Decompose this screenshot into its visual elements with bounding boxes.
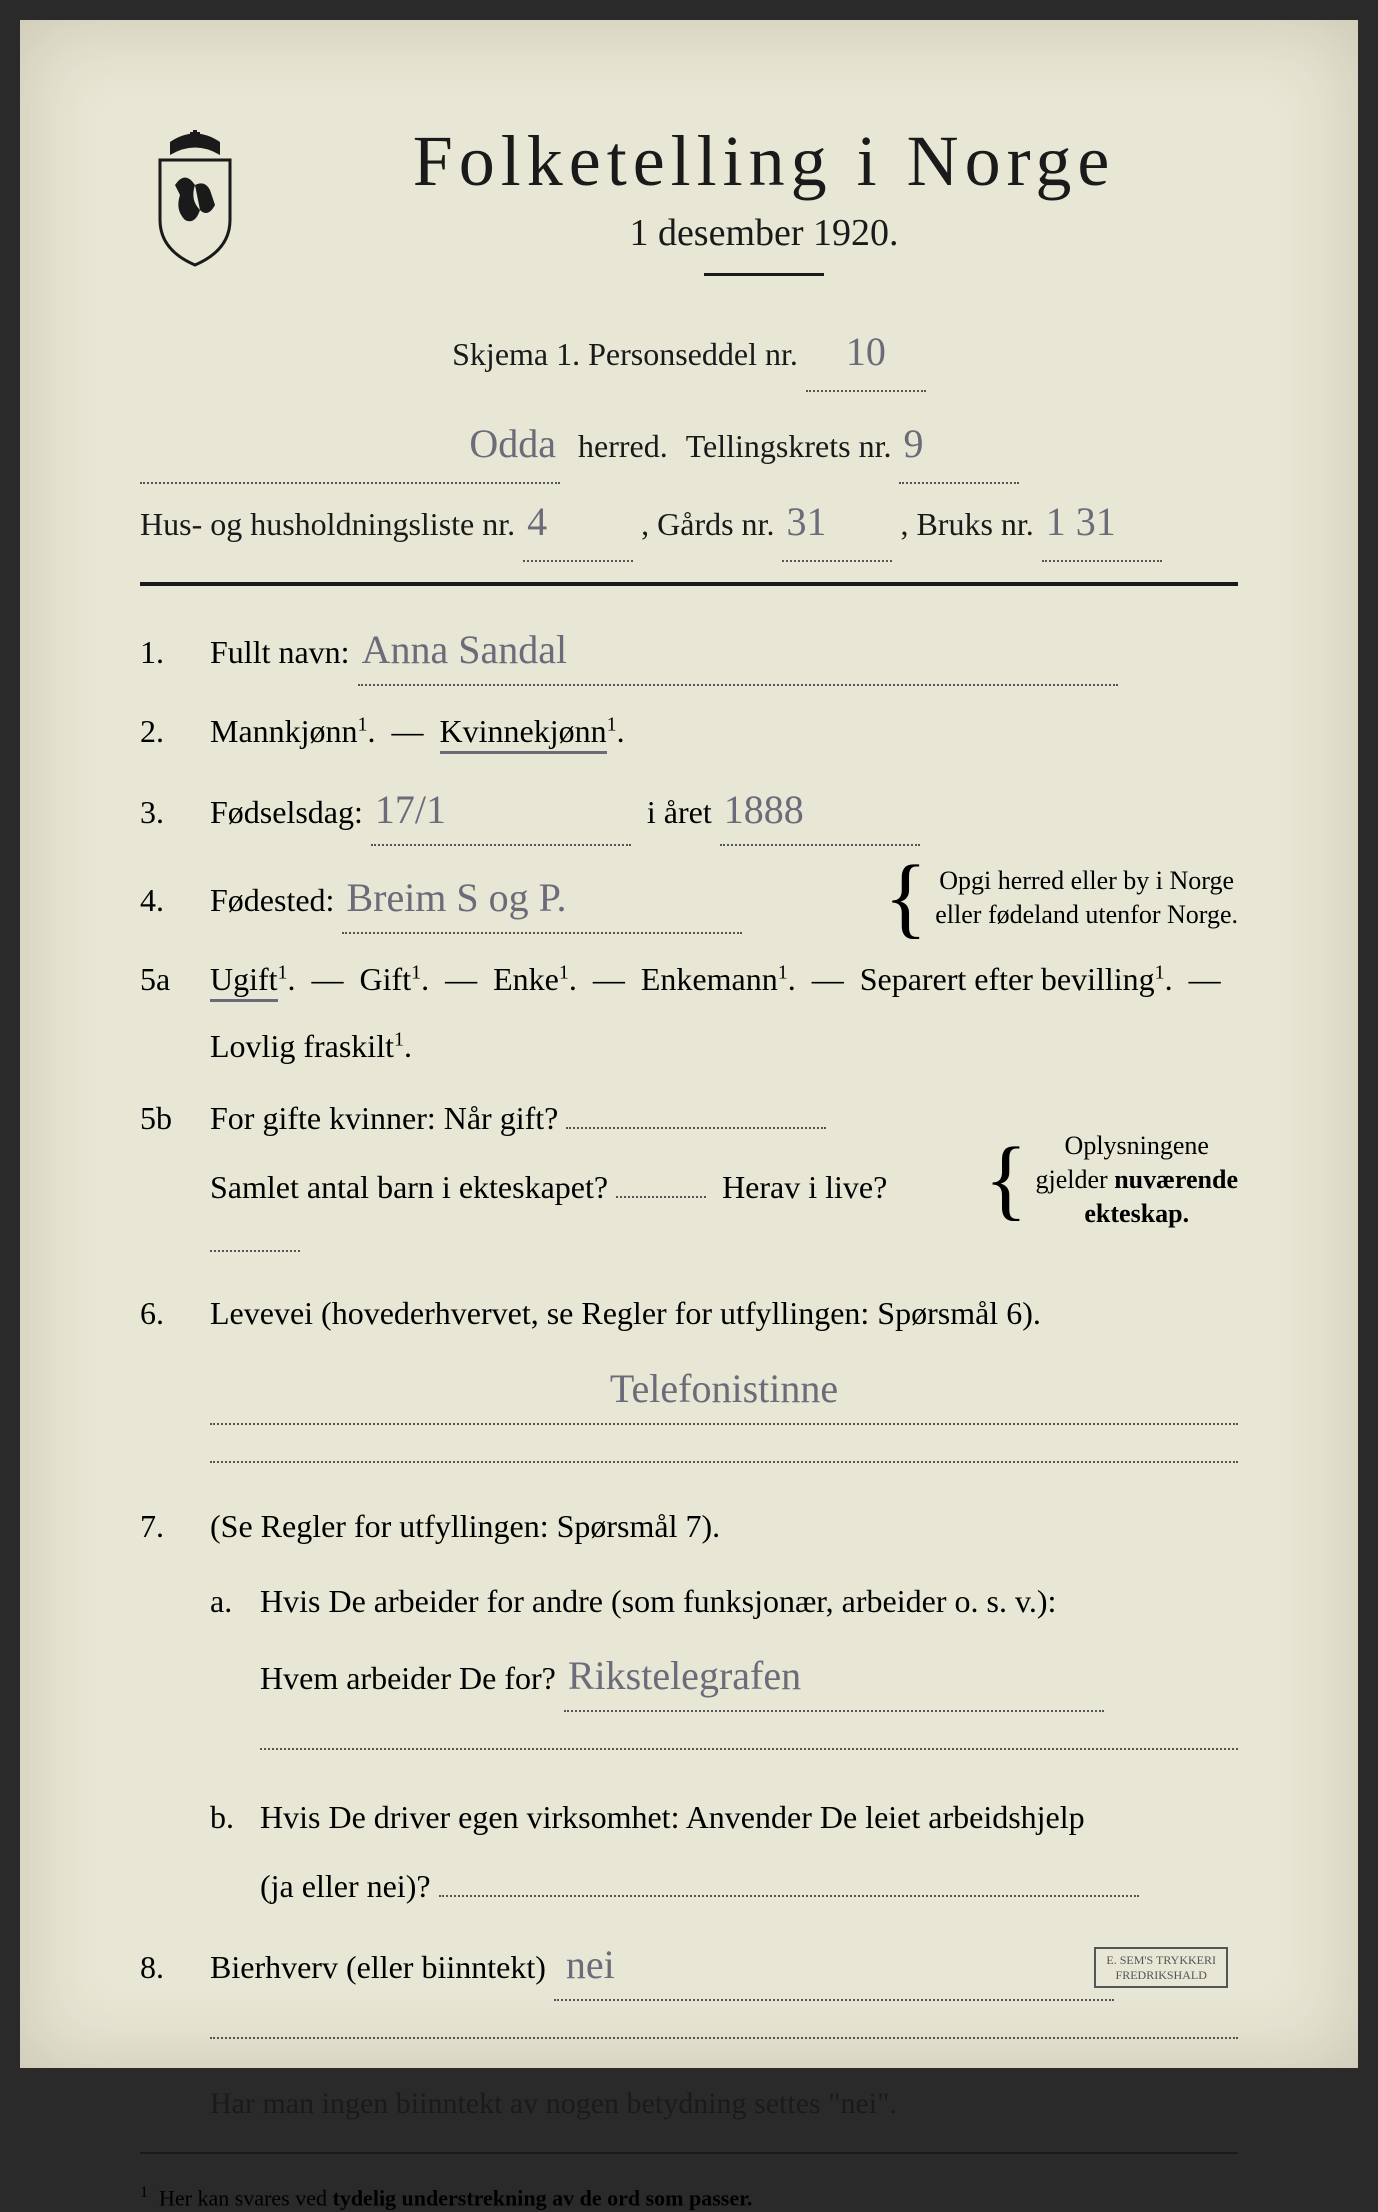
gards-value: 31 <box>782 484 830 560</box>
q5b-row: 5b For gifte kvinner: Når gift? Samlet a… <box>140 1091 1238 1268</box>
q7-label: (Se Regler for utfyllingen: Spørsmål 7). <box>210 1508 720 1544</box>
q4-note-1: Opgi herred eller by i Norge <box>935 864 1238 898</box>
footnote-marker: 1 <box>140 2184 148 2201</box>
q5a-separert: Separert efter bevilling <box>860 961 1155 997</box>
skjema-line: Skjema 1. Personseddel nr. 10 <box>140 314 1238 392</box>
main-title: Folketelling i Norge <box>290 120 1238 203</box>
footnote: 1 Her kan svares ved tydelig understrekn… <box>140 2184 1238 2211</box>
q1-num: 1. <box>140 634 210 671</box>
bruks-label: , Bruks nr. <box>900 506 1033 542</box>
q7-num: 7. <box>140 1508 210 1545</box>
q4-note-2: eller fødeland utenfor Norge. <box>935 898 1238 932</box>
title-block: Folketelling i Norge 1 desember 1920. <box>290 120 1238 304</box>
q4-num: 4. <box>140 882 210 919</box>
printer-line2: FREDRIKSHALD <box>1106 1968 1216 1982</box>
q7a-line2: Hvem arbeider De for? <box>260 1660 556 1696</box>
footnote-text-2: tydelig understrekning av de ord som pas… <box>333 2186 753 2211</box>
q8-row: 8. Bierhverv (eller biinntekt) nei <box>140 1931 1238 2055</box>
q3-year: 1888 <box>720 776 808 844</box>
q5b-label3: Herav i live? <box>722 1169 887 1205</box>
q2-kvinne: Kvinnekjønn <box>440 713 607 754</box>
q5a-row: 5a Ugift1. — Gift1. — Enke1. — Enkemann1… <box>140 952 1238 1073</box>
q3-row: 3. Fødselsdag: 17/1 i året 1888 <box>140 776 1238 846</box>
footnote-divider <box>140 2152 1238 2154</box>
herred-line: Odda herred. Tellingskrets nr. 9 <box>140 406 1238 484</box>
q7b-line1: Hvis De driver egen virksomhet: Anvender… <box>260 1790 1238 1844</box>
q3-num: 3. <box>140 794 210 831</box>
bruks-value: 1 31 <box>1042 484 1120 560</box>
q5b-note-3: ekteskap. <box>1036 1197 1238 1231</box>
subtitle: 1 desember 1920. <box>290 211 1238 255</box>
herred-label: herred. <box>578 416 668 477</box>
q2-mann: Mannkjønn <box>210 713 358 749</box>
q3-label: Fødselsdag: <box>210 794 363 830</box>
q6-row: 6. Levevei (hovederhvervet, se Regler fo… <box>140 1286 1238 1479</box>
q5a-enkemann: Enkemann <box>641 961 778 997</box>
q4-row: 4. Fødested: Breim S og P. { Opgi herred… <box>140 864 1238 934</box>
q7a-line1: Hvis De arbeider for andre (som funksjon… <box>260 1574 1238 1628</box>
krets-value: 9 <box>899 406 927 482</box>
coat-of-arms-svg <box>140 130 250 270</box>
q5a-gift: Gift <box>360 961 412 997</box>
q2-row: 2. Mannkjønn1. — Kvinnekjønn1. <box>140 704 1238 758</box>
q5a-num: 5a <box>140 961 210 998</box>
q5b-note-2: gjelder nuværende <box>1036 1163 1238 1197</box>
skjema-value: 10 <box>842 314 890 390</box>
krets-label: Tellingskrets nr. <box>686 416 892 477</box>
title-divider <box>704 273 824 276</box>
q1-label: Fullt navn: <box>210 634 350 670</box>
q5a-ugift: Ugift <box>210 961 278 1002</box>
q5b-label2: Samlet antal barn i ekteskapet? <box>210 1169 608 1205</box>
q5a-fraskilt: Lovlig fraskilt <box>210 1028 394 1064</box>
q5b-num: 5b <box>140 1100 210 1137</box>
q5b-label1: For gifte kvinner: Når gift? <box>210 1100 558 1136</box>
q5a-enke: Enke <box>493 961 559 997</box>
q8-num: 8. <box>140 1949 210 1986</box>
section-divider-1 <box>140 582 1238 586</box>
q6-value: Telefonistinne <box>606 1355 842 1423</box>
q5b-note: { Oplysningene gjelder nuværende ekteska… <box>984 1129 1238 1230</box>
coat-of-arms-icon <box>140 130 250 270</box>
q6-label: Levevei (hovederhvervet, se Regler for u… <box>210 1295 1041 1331</box>
q4-value: Breim S og P. <box>342 864 570 932</box>
q4-note: { Opgi herred eller by i Norge eller fød… <box>884 864 1238 932</box>
q7a-value: Rikstelegrafen <box>564 1642 805 1710</box>
q4-label: Fødested: <box>210 882 334 918</box>
herred-value: Odda <box>465 406 560 482</box>
q7-row: 7. (Se Regler for utfyllingen: Spørsmål … <box>140 1499 1238 1913</box>
q2-num: 2. <box>140 713 210 750</box>
q3-day: 17/1 <box>371 776 450 844</box>
skjema-label: Skjema 1. Personseddel nr. <box>452 336 798 372</box>
printer-mark: E. SEM'S TRYKKERI FREDRIKSHALD <box>1094 1947 1228 1988</box>
q6-num: 6. <box>140 1295 210 1332</box>
husliste-label: Hus- og husholdningsliste nr. <box>140 506 515 542</box>
husliste-line: Hus- og husholdningsliste nr. 4 , Gårds … <box>140 484 1238 562</box>
q7b-line2: (ja eller nei)? <box>260 1868 431 1904</box>
bottom-note: Har man ingen biinntekt av nogen betydni… <box>210 2075 1238 2132</box>
q5b-note-1: Oplysningene <box>1036 1129 1238 1163</box>
q1-row: 1. Fullt navn: Anna Sandal <box>140 616 1238 686</box>
q8-label: Bierhverv (eller biinntekt) <box>210 1949 546 1985</box>
gards-label: , Gårds nr. <box>641 506 774 542</box>
husliste-value: 4 <box>523 484 551 560</box>
header: Folketelling i Norge 1 desember 1920. <box>140 120 1238 304</box>
census-form-page: Folketelling i Norge 1 desember 1920. Sk… <box>20 20 1358 2068</box>
q8-value: nei <box>562 1931 619 1999</box>
q1-value: Anna Sandal <box>358 616 572 684</box>
q3-year-label: i året <box>647 794 712 830</box>
q7b-label: b. <box>210 1790 260 1913</box>
footnote-text-1: Her kan svares ved <box>159 2186 333 2211</box>
printer-line1: E. SEM'S TRYKKERI <box>1106 1953 1216 1967</box>
q7a-label: a. <box>210 1574 260 1767</box>
